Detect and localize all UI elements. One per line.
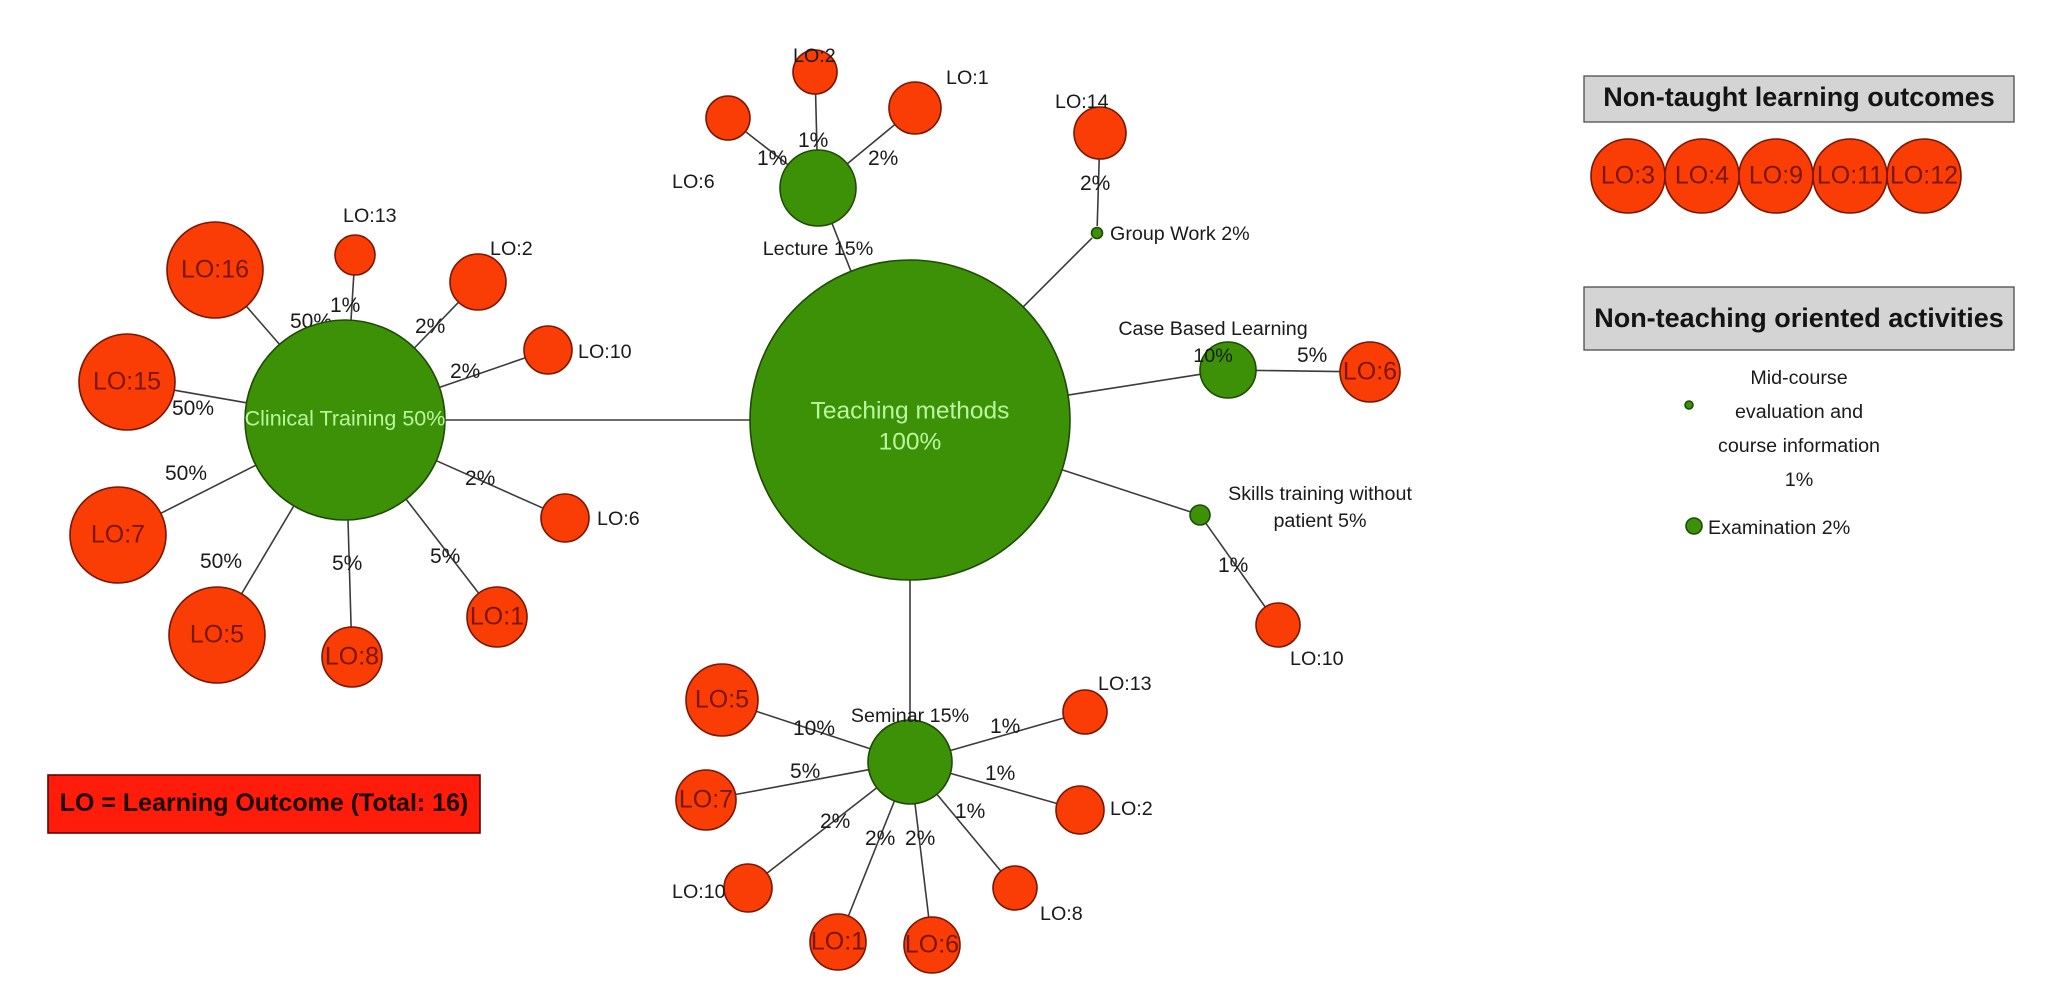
svg-text:2%: 2% [868,147,898,170]
svg-text:LO:8: LO:8 [1040,903,1083,925]
svg-text:LO:2: LO:2 [1110,798,1153,820]
svg-text:LO = Learning Outcome (Total:: LO = Learning Outcome (Total: 16) [60,789,469,817]
svg-text:2%: 2% [1080,172,1110,195]
svg-text:1%: 1% [990,715,1020,738]
svg-text:5%: 5% [790,760,820,783]
svg-text:LO:6: LO:6 [1343,358,1397,386]
svg-text:LO:1: LO:1 [470,603,524,631]
svg-text:LO:5: LO:5 [190,621,244,649]
svg-text:2%: 2% [865,827,895,850]
svg-text:2%: 2% [415,315,445,338]
svg-text:5%: 5% [332,552,362,575]
svg-text:50%: 50% [165,462,207,485]
svg-text:50%: 50% [172,397,214,420]
svg-text:1%: 1% [955,800,985,823]
svg-text:LO:3: LO:3 [1601,162,1655,190]
svg-text:LO:11: LO:11 [1817,162,1883,190]
svg-text:1%: 1% [1218,554,1248,577]
svg-text:1%: 1% [757,147,787,170]
svg-text:Group Work 2%: Group Work 2% [1110,223,1250,245]
svg-text:100%: 100% [879,428,942,455]
svg-text:patient 5%: patient 5% [1273,510,1366,532]
svg-text:LO:5: LO:5 [695,686,749,714]
svg-text:LO:9: LO:9 [1749,162,1803,190]
svg-text:LO:13: LO:13 [343,205,397,227]
svg-text:1%: 1% [985,762,1015,785]
svg-text:LO:10: LO:10 [1290,648,1344,670]
svg-text:LO:10: LO:10 [672,881,726,903]
svg-text:evaluation and: evaluation and [1735,401,1863,423]
svg-text:Non-teaching oriented activiti: Non-teaching oriented activities [1594,303,2004,333]
svg-text:Lecture 15%: Lecture 15% [763,238,874,260]
svg-text:Case Based Learning: Case Based Learning [1118,318,1307,340]
svg-text:LO:12: LO:12 [1890,162,1958,190]
svg-text:Non-taught learning outcomes: Non-taught learning outcomes [1603,82,1995,112]
svg-text:LO:1: LO:1 [811,928,865,956]
svg-text:2%: 2% [820,810,850,833]
svg-text:Skills training without: Skills training without [1228,483,1412,505]
svg-text:LO:14: LO:14 [1055,91,1109,113]
svg-text:LO:4: LO:4 [1675,162,1729,190]
svg-text:50%: 50% [200,550,242,573]
svg-text:LO:6: LO:6 [597,508,640,530]
svg-text:LO:2: LO:2 [490,238,533,260]
svg-text:Teaching methods: Teaching methods [811,397,1010,424]
svg-text:LO:6: LO:6 [672,171,715,193]
svg-text:LO:1: LO:1 [946,67,989,89]
svg-text:1%: 1% [330,294,360,317]
svg-text:LO:10: LO:10 [578,341,632,363]
svg-text:5%: 5% [430,545,460,568]
svg-text:2%: 2% [465,467,495,490]
svg-text:Examination 2%: Examination 2% [1708,517,1850,539]
svg-text:LO:16: LO:16 [181,256,249,284]
svg-text:5%: 5% [1297,344,1327,367]
svg-text:Mid-course: Mid-course [1750,367,1847,389]
svg-text:10%: 10% [793,717,835,740]
svg-text:LO:2: LO:2 [793,45,836,67]
svg-text:LO:6: LO:6 [905,931,959,959]
svg-text:LO:8: LO:8 [325,643,379,671]
svg-text:course information: course information [1718,435,1880,457]
svg-text:LO:15: LO:15 [93,368,161,396]
svg-text:10%: 10% [1193,345,1232,367]
svg-text:2%: 2% [905,827,935,850]
svg-text:Clinical Training 50%: Clinical Training 50% [245,407,446,431]
svg-text:2%: 2% [450,360,480,383]
svg-text:LO:7: LO:7 [91,521,145,549]
svg-text:Seminar 15%: Seminar 15% [851,705,969,727]
svg-text:LO:13: LO:13 [1098,673,1152,695]
svg-text:1%: 1% [1785,469,1813,491]
svg-text:LO:7: LO:7 [679,786,733,814]
svg-text:1%: 1% [798,129,828,152]
